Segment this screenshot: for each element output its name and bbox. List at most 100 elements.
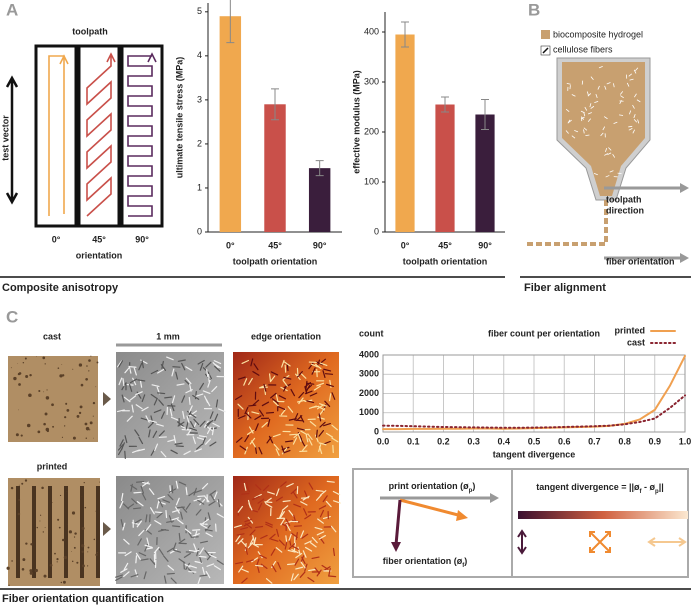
shape [150, 369, 159, 375]
shape [138, 436, 144, 445]
shape [281, 447, 288, 455]
label: orientation [76, 250, 123, 260]
shape [600, 132, 604, 137]
shape [541, 30, 550, 39]
shape [81, 550, 84, 553]
shape [293, 542, 297, 551]
shape [17, 512, 21, 516]
shape [44, 363, 46, 365]
shape [236, 437, 243, 443]
shape [308, 362, 314, 370]
shape [202, 390, 211, 394]
shape [323, 440, 331, 445]
shape [18, 409, 19, 411]
shape [205, 361, 212, 368]
shape [593, 172, 598, 176]
shape [185, 366, 193, 371]
shape [323, 422, 331, 427]
shape [244, 518, 253, 523]
shape [86, 365, 88, 367]
shape [246, 429, 254, 435]
shape [542, 47, 549, 54]
y-tick-label: 300 [364, 76, 379, 86]
shape [285, 518, 291, 527]
shape [282, 500, 291, 503]
shape [291, 545, 300, 550]
shape [253, 363, 259, 371]
shape [612, 153, 616, 158]
plot-frame [382, 354, 686, 433]
shape [399, 498, 463, 518]
shape [170, 416, 179, 421]
x-tick-label: 0.0 [377, 436, 390, 446]
shape [280, 518, 286, 526]
shape [280, 386, 288, 392]
shape [84, 506, 87, 509]
x-tick-label: 0° [226, 240, 235, 250]
shape [61, 436, 64, 438]
layout [0, 30, 691, 590]
shape [132, 377, 137, 386]
shape [304, 390, 313, 395]
shape [296, 371, 303, 378]
shape [206, 369, 209, 378]
shape [255, 564, 264, 567]
shape [206, 419, 214, 425]
shape [589, 103, 592, 108]
shape [152, 430, 158, 439]
shape [85, 377, 88, 381]
shape [628, 73, 633, 77]
shape [126, 415, 133, 422]
shape [290, 388, 296, 397]
shape [270, 538, 279, 542]
shape [183, 450, 191, 456]
shape [288, 509, 294, 517]
shape [38, 389, 41, 393]
shape [256, 564, 260, 573]
shape [304, 563, 308, 572]
shape [138, 362, 143, 371]
shape [153, 546, 160, 554]
shape [304, 514, 312, 520]
label: 45° [92, 234, 106, 244]
shape [193, 498, 202, 502]
shape [199, 574, 208, 577]
shape [186, 415, 190, 424]
shape [294, 558, 300, 566]
shape [153, 397, 158, 406]
shape [156, 500, 160, 509]
shape [42, 531, 44, 533]
shape [251, 542, 259, 548]
shape [206, 426, 212, 435]
shape [183, 561, 185, 570]
shape [260, 563, 268, 569]
shape [259, 384, 267, 389]
shape [245, 559, 254, 563]
shape [619, 114, 624, 116]
shape [647, 537, 687, 547]
shape [172, 525, 181, 528]
shape [37, 430, 41, 434]
shape [571, 94, 576, 97]
caption: Fiber orientation quantification [2, 593, 164, 605]
shape [315, 489, 324, 492]
bar [395, 34, 415, 232]
shape [158, 399, 164, 406]
shape [319, 362, 328, 367]
shape [123, 538, 130, 545]
shape [160, 411, 166, 419]
shape [171, 517, 180, 521]
shape [300, 438, 306, 447]
y-tick-label: 2 [197, 138, 202, 148]
shape [195, 393, 204, 397]
shape [634, 93, 637, 98]
panel-letter: A [6, 0, 18, 19]
shape [88, 370, 90, 372]
shape [237, 538, 244, 545]
shape [43, 422, 46, 426]
shape [188, 405, 193, 413]
shape [81, 544, 85, 548]
shape [293, 503, 301, 508]
legend-text: cast [627, 337, 645, 347]
shape [44, 412, 48, 416]
